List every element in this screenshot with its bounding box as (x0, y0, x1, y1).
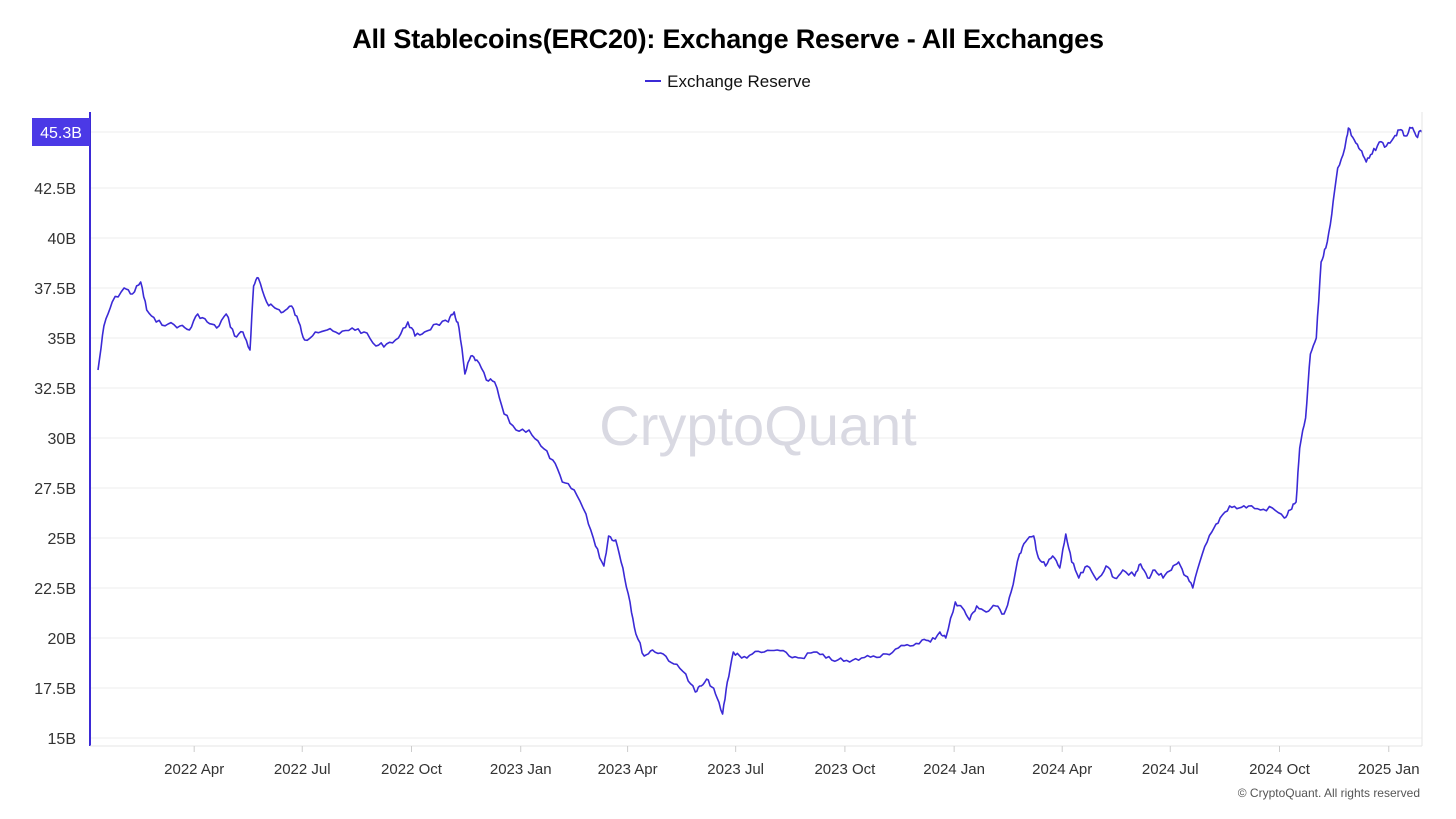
y-tick-label: 30B (48, 431, 76, 448)
x-tick-label: 2023 Apr (598, 761, 658, 778)
x-tick-label: 2024 Jul (1142, 761, 1199, 778)
x-tick-label: 2023 Jan (490, 761, 552, 778)
y-tick-label: 27.5B (34, 481, 76, 498)
y-tick-label: 22.5B (34, 581, 76, 598)
legend-label: Exchange Reserve (667, 72, 811, 91)
y-tick-label: 35B (48, 331, 76, 348)
x-tick-label: 2025 Jan (1358, 761, 1420, 778)
legend-line-swatch (645, 79, 662, 82)
y-tick-label: 17.5B (34, 681, 76, 698)
y-tick-label: 32.5B (34, 381, 76, 398)
y-axis-ticks: 15B 17.5B 20B 22.5B 25B 27.5B 30B 32.5B 35B 37.5B… (34, 181, 76, 748)
x-tick-label: 2024 Jan (923, 761, 985, 778)
x-tick-label: 2022 Apr (164, 761, 224, 778)
y-tick-label: 15B (48, 731, 76, 748)
last-value-badge-group: 45.3B (32, 118, 90, 146)
y-tick-label: 25B (48, 531, 76, 548)
gridlines (90, 131, 1422, 739)
watermark: CryptoQuant (599, 394, 917, 457)
x-tick-label: 2022 Oct (381, 761, 443, 778)
copyright-text: © CryptoQuant. All rights reserved (1237, 786, 1420, 800)
x-tick-label: 2023 Oct (814, 761, 876, 778)
x-tick-label: 2022 Jul (274, 761, 331, 778)
x-tick-label: 2024 Apr (1032, 761, 1092, 778)
chart-legend[interactable]: Exchange Reserve (0, 72, 1456, 92)
y-tick-label: 20B (48, 631, 76, 648)
x-tick-label: 2023 Jul (707, 761, 764, 778)
series-group (97, 126, 1423, 715)
chart-title: All Stablecoins(ERC20): Exchange Reserve… (352, 24, 1104, 54)
y-tick-label: 42.5B (34, 181, 76, 198)
y-tick-label: 37.5B (34, 281, 76, 298)
last-value-badge (32, 118, 90, 146)
y-tick-label: 40B (48, 231, 76, 248)
axes (89, 112, 1423, 747)
x-tick-label: 2024 Oct (1249, 761, 1311, 778)
series-line-exchange-reserve (97, 126, 1423, 715)
last-value-badge-label: 45.3B (40, 125, 82, 142)
x-axis-ticks: 2022 Apr 2022 Jul 2022 Oct 2023 Jan 2023 Apr… (164, 746, 1420, 778)
